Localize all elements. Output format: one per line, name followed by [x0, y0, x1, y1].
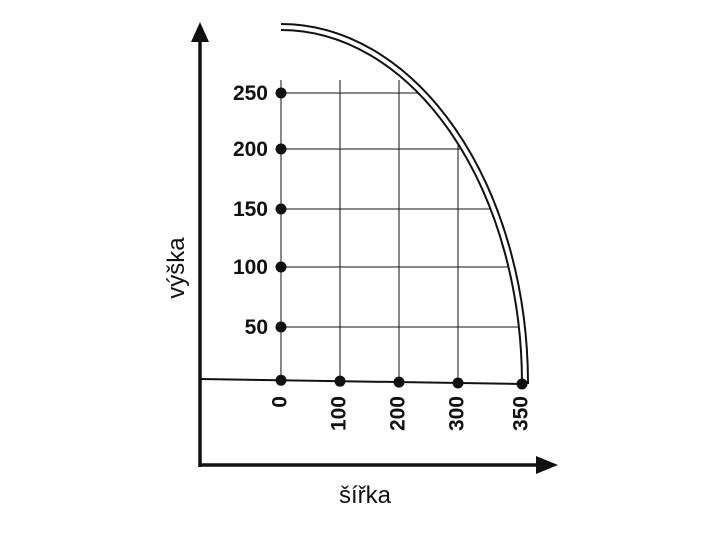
y-axis-title: výška: [163, 237, 190, 299]
y-tick-label: 50: [245, 316, 268, 339]
x-tick-label: 0: [269, 396, 292, 408]
point: [516, 378, 528, 390]
point: [275, 261, 287, 273]
x-tick-label: 300: [446, 396, 469, 431]
x-tick-label: 350: [510, 396, 533, 431]
arrow-right: [536, 456, 558, 474]
point: [393, 376, 405, 388]
point: [275, 87, 287, 99]
x-tick-label: 200: [387, 396, 410, 431]
point: [334, 375, 346, 387]
point: [275, 321, 287, 333]
point: [275, 143, 287, 155]
point: [452, 377, 464, 389]
y-tick-label: 150: [233, 198, 268, 221]
x-tick-label: 100: [328, 396, 351, 431]
ground-line: [199, 378, 523, 385]
arc-outer: [280, 23, 529, 385]
y-tick-label: 100: [233, 256, 268, 279]
point: [275, 203, 287, 215]
frame: [198, 23, 542, 467]
point: [275, 374, 287, 386]
arrow-up: [191, 22, 209, 42]
arc-inner: [280, 29, 523, 385]
y-tick-label: 250: [233, 82, 268, 105]
x-axis-title: šířka: [339, 482, 392, 509]
y-tick-label: 200: [233, 138, 268, 161]
